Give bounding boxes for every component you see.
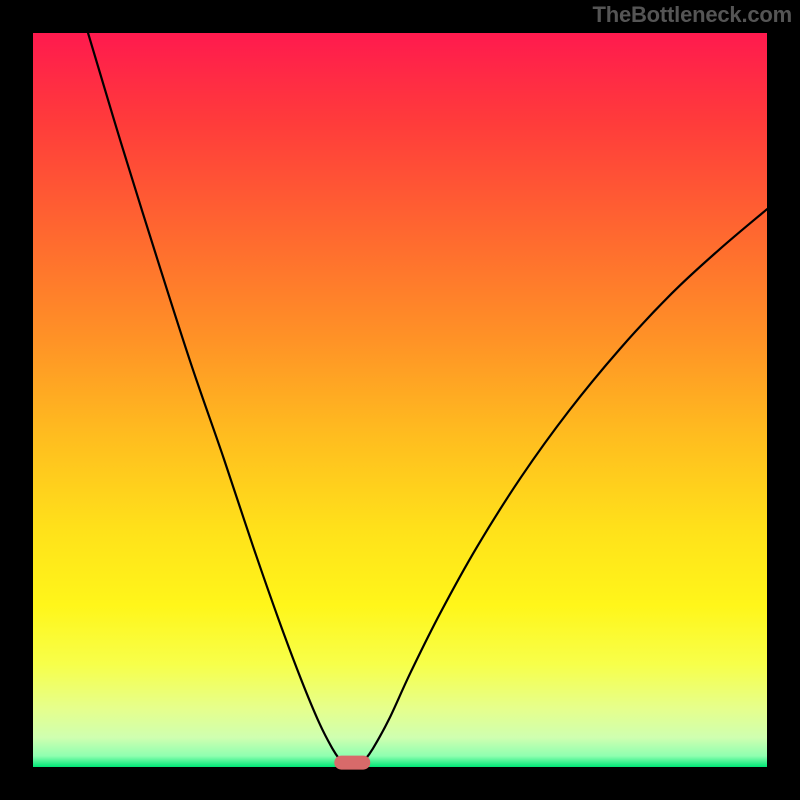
chart-container: TheBottleneck.com (0, 0, 800, 800)
watermark-text: TheBottleneck.com (592, 2, 792, 28)
bottleneck-marker (334, 756, 370, 770)
bottleneck-chart (0, 0, 800, 800)
plot-area (33, 33, 767, 767)
